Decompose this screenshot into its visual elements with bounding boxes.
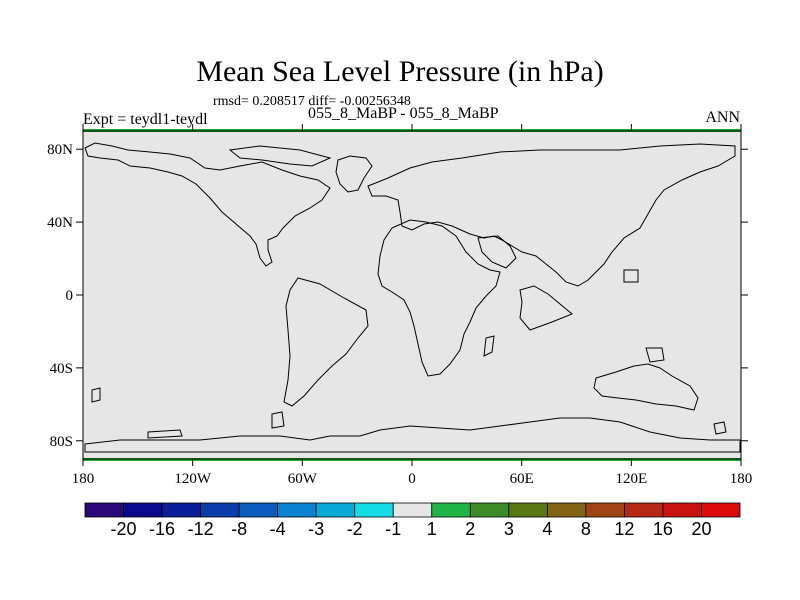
australia-coast [593,363,699,411]
colorbar-label-3: -8 [231,519,247,539]
colorbar-label-2: -12 [188,519,214,539]
colorbar-swatch-9 [431,502,471,518]
experiment-label: Expt = teydl1-teydl [83,111,208,128]
colorbar-label-9: 2 [465,519,475,539]
antarctic-peninsula-coast [271,411,285,429]
y-tick-label-4: 80S [50,434,73,450]
case-label: 055_8_MaBP - 055_8_MaBP [308,105,499,122]
colorbar-swatch-10 [469,502,510,518]
colorbar-label-6: -2 [347,519,363,539]
greenland-coast [335,155,373,193]
x-tick-label-0: 180 [72,471,95,487]
colorbar-swatch-0 [84,502,124,518]
y-tick-label-0: 80N [47,142,73,158]
colorbar-label-8: 1 [427,519,437,539]
colorbar-label-10: 3 [504,519,514,539]
colorbar-label-1: -16 [149,519,175,539]
colorbar-swatch-13 [585,502,625,518]
madagascar-coast [483,335,495,357]
x-tick-label-5: 120E [615,471,647,487]
y-tick-label-2: 0 [66,288,74,304]
new-guinea-coast [645,347,665,363]
x-tick-label-1: 120W [174,471,212,487]
colorbar-swatch-8 [392,502,433,518]
colorbar-label-14: 16 [653,519,673,539]
colorbar-swatch-14 [624,502,664,518]
antarctic-ice-shelf-coast [147,429,183,439]
north-america-coast [84,142,331,267]
coastlines [84,142,741,453]
chart-title: Mean Sea Level Pressure (in hPa) [196,55,604,88]
colorbar-swatch-15 [662,502,702,518]
x-tick-label-6: 180 [730,471,753,487]
y-tick-label-3: 40S [50,361,73,377]
colorbar-swatch-16 [701,502,741,518]
colorbar: -20 -16 -12 -8 -4 -3 -2 -1 1 2 3 4 8 12 16 20 [84,502,741,539]
colorbar-swatch-7 [354,502,394,518]
colorbar-swatch-11 [508,502,548,518]
colorbar-swatch-4 [238,502,279,518]
stats-label: rmsd= 0.208517 diff= -0.00256348 [213,94,411,109]
japan-coast [623,269,639,283]
colorbar-label-7: -1 [385,519,401,539]
colorbar-label-13: 12 [614,519,634,539]
africa-coast [377,219,501,377]
x-tick-label-4: 60E [510,471,534,487]
x-tick-label-3: 0 [408,471,416,487]
colorbar-label-5: -3 [308,519,324,539]
colorbar-label-11: 4 [542,519,552,539]
pacific-islands-coast [91,387,101,403]
arabia-coast [477,235,517,269]
south-america-coast [283,277,369,407]
arctic-islands-coast [228,145,332,167]
colorbar-label-15: 20 [691,519,711,539]
season-label: ANN [705,109,740,126]
colorbar-swatch-6 [315,502,356,518]
southeast-asia-coast [519,285,573,331]
colorbar-label-0: -20 [111,519,137,539]
antarctica-coast [84,417,741,453]
y-tick-label-1: 40N [47,215,73,231]
colorbar-label-4: -4 [270,519,286,539]
colorbar-label-12: 8 [581,519,591,539]
colorbar-swatch-2 [161,502,201,518]
new-zealand-coast [713,421,727,435]
colorbar-swatch-3 [200,502,240,518]
field-fill [83,131,741,459]
colorbar-swatch-1 [123,502,163,518]
colorbar-swatch-12 [546,502,587,518]
colorbar-swatch-5 [277,502,317,518]
x-tick-label-2: 60W [288,471,318,487]
